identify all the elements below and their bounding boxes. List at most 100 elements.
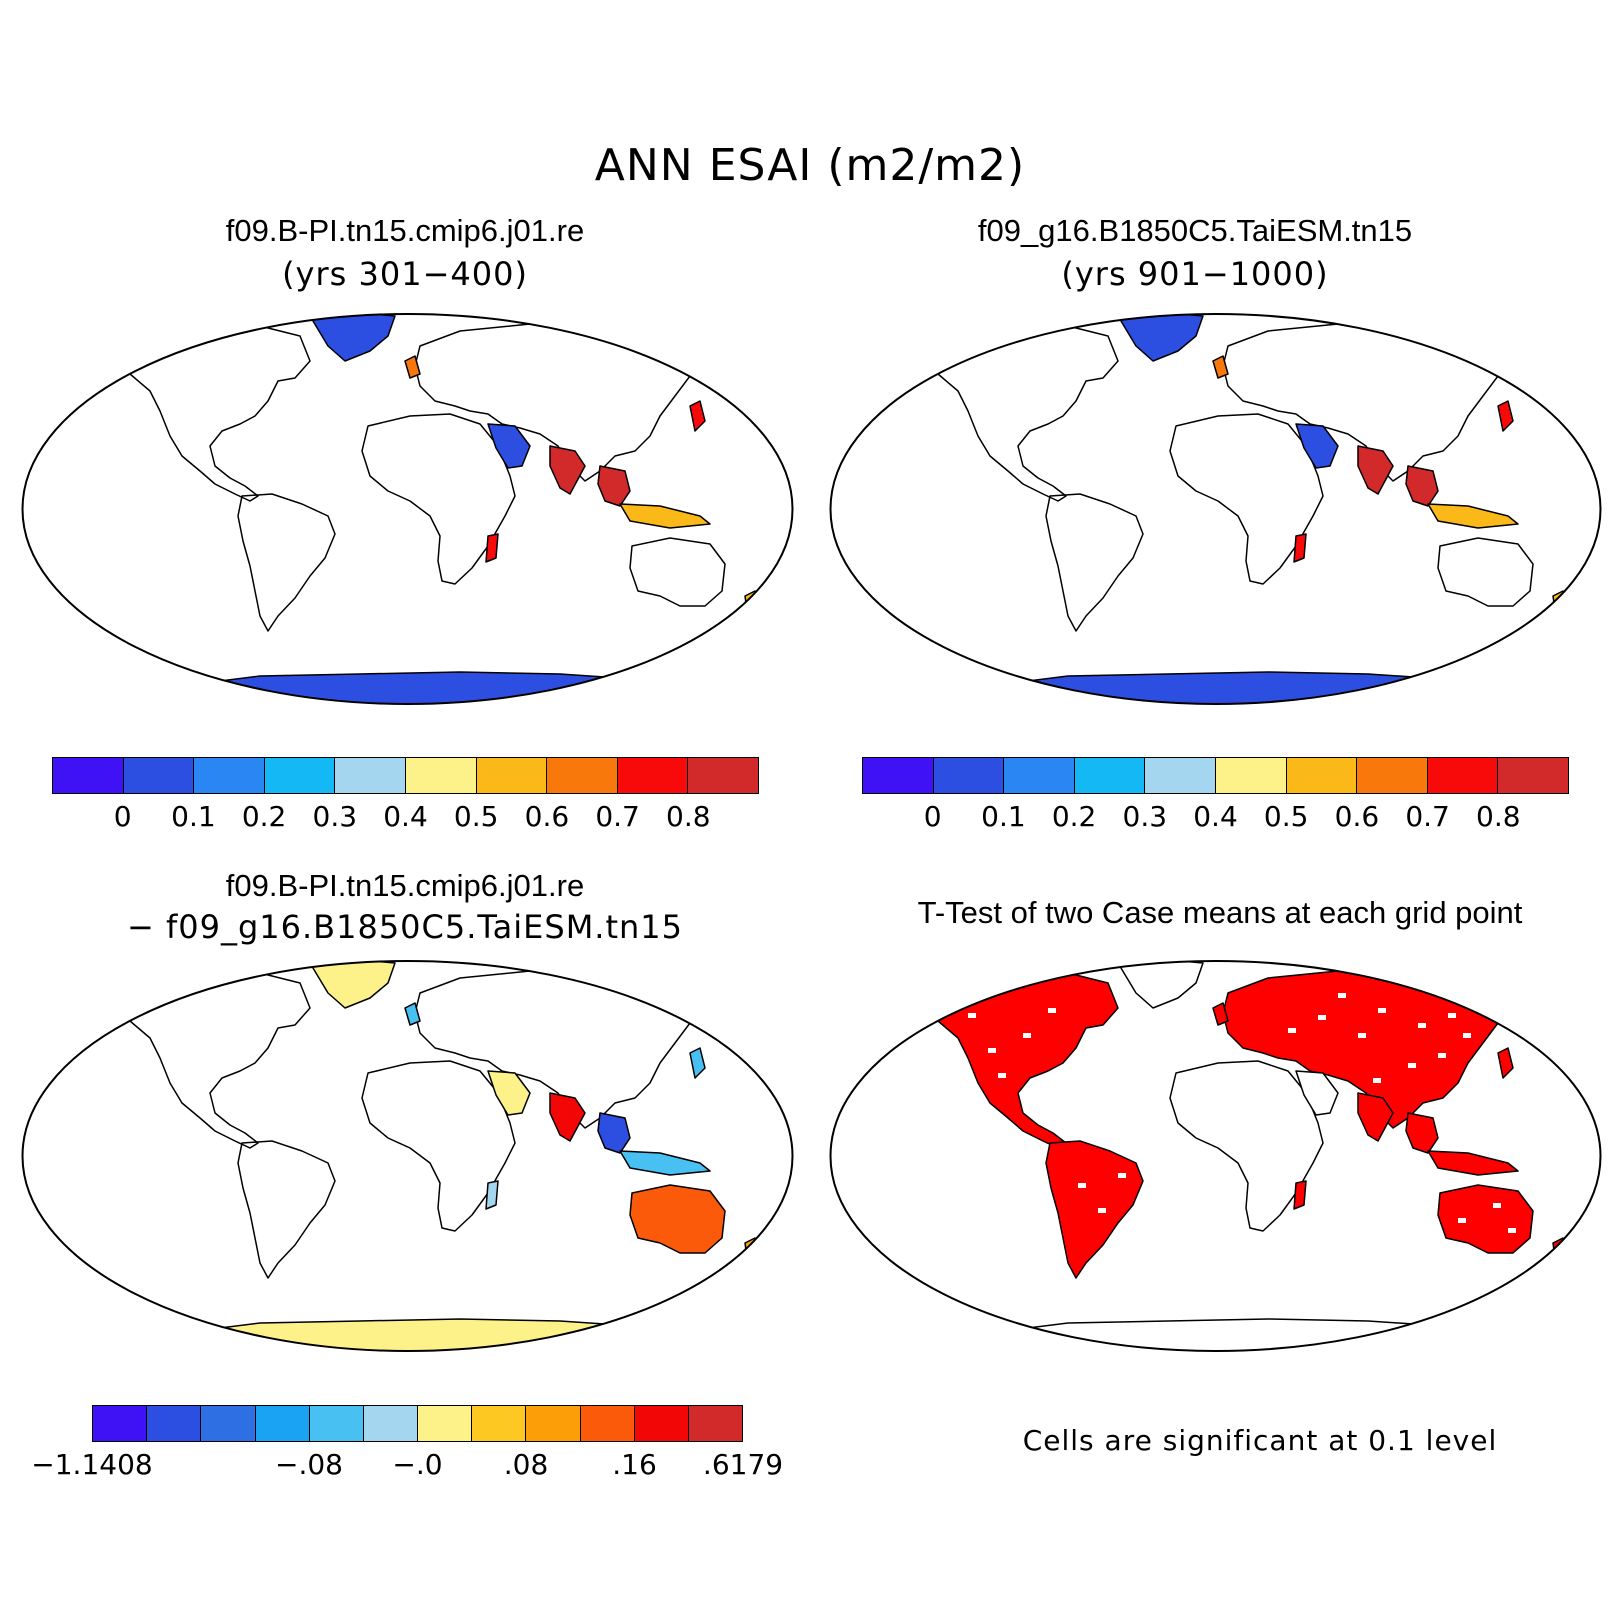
continent-south-america [237,493,336,632]
nonsignificant-cell [1318,1015,1326,1020]
map-panel-case2 [829,313,1602,705]
continent-greenland [309,961,396,1009]
nonsignificant-cell [968,1013,976,1018]
nonsignificant-cell [1493,1203,1501,1208]
colorbar-tick-label: .08 [503,1448,549,1481]
continent-se-asia [1405,465,1439,507]
continent-nz [1552,1237,1567,1266]
nonsignificant-cell [998,1073,1006,1078]
nonsignificant-cell [1338,993,1346,998]
panel4-title: T-Test of two Case means at each grid po… [917,895,1523,930]
map-land-group [895,961,1567,1351]
colorbar-swatch [194,758,265,793]
nonsignificant-cell [1288,1028,1296,1033]
nonsignificant-cell [1238,1143,1246,1148]
map-boundary [829,313,1602,705]
nonsignificant-cell [1418,1023,1426,1028]
colorbar-tick-label: 0 [113,800,132,833]
continent-north-america [87,972,311,1149]
continent-greenland [309,314,396,362]
continent-uk [404,1002,421,1026]
colorbar-tick-label: 0.6 [524,800,570,833]
panel3-subtitle: − f09_g16.B1850C5.TaiESM.tn15 [126,908,684,946]
nonsignificant-cell [1098,1208,1106,1213]
nonsignificant-cell [1438,1053,1446,1058]
continent-north-america [895,972,1119,1149]
colorbar-tick-label: 0.1 [981,800,1026,833]
colorbar-case1 [52,757,759,794]
continent-australia [629,537,726,607]
continent-japan [689,1047,706,1079]
continent-arabia [1295,423,1339,469]
continent-japan [689,400,706,432]
continent-south-america [1045,493,1144,632]
colorbar-swatch [363,1406,419,1441]
continent-arabia [487,423,531,469]
colorbar-swatch [309,1406,364,1441]
colorbar-swatch [335,758,406,793]
panel2-title: f09_g16.B1850C5.TaiESM.tn15 [977,213,1413,248]
colorbar-tick-label: 0.3 [1122,800,1168,833]
nonsignificant-cell [1023,1033,1031,1038]
map-land-group [87,961,759,1351]
continent-australia [1437,537,1534,607]
panel1-subtitle: (yrs 301−400) [282,255,528,293]
colorbar-swatch [123,758,195,793]
colorbar-swatch [201,1406,256,1441]
colorbar-tick-label: 0.6 [1334,800,1380,833]
colorbar-swatch [634,1406,689,1441]
continent-madagascar [1293,1180,1307,1210]
colorbar-tick-label: −.0 [392,1448,443,1481]
colorbar-tick-label: 0.5 [1263,800,1309,833]
nonsignificant-cell [1458,1218,1466,1223]
colorbar-swatch [1074,758,1146,793]
continent-nz [1552,590,1567,619]
figure-title: ANN ESAI (m2/m2) [594,140,1026,191]
continent-australia [1437,1184,1534,1254]
colorbar-swatch [1427,758,1499,793]
nonsignificant-cell [1358,1033,1366,1038]
colorbar-tick-label: 0.8 [1476,800,1521,833]
colorbar-case2 [862,757,1569,794]
colorbar-swatch [418,1406,473,1441]
colorbar-swatch [472,1406,527,1441]
continent-indonesia [619,1150,711,1176]
colorbar-tick-label: −1.1408 [31,1448,153,1481]
colorbar-tick-label: 0.7 [595,800,640,833]
nonsignificant-cell [1263,1168,1271,1173]
colorbar-tick-label: −.08 [275,1448,343,1481]
continent-africa [1169,1060,1324,1232]
nonsignificant-cell [1048,1008,1056,1013]
continent-uk [1212,355,1229,379]
continent-indonesia [619,503,711,529]
colorbar-swatch [1004,758,1075,793]
colorbar-tick-label: 0.2 [241,800,287,833]
continent-india [549,1092,586,1142]
continent-africa [361,1060,516,1232]
continent-uk [404,355,421,379]
colorbar-tick-label: 0.4 [383,800,428,833]
nonsignificant-cell [1508,1228,1516,1233]
colorbar-tick-label: 0.8 [666,800,711,833]
continent-madagascar [485,1180,499,1210]
continent-indonesia [1427,1150,1519,1176]
map-boundary [21,313,794,705]
colorbar-tick-label: 0.5 [453,800,499,833]
continent-greenland [1117,961,1204,1009]
panel1-title: f09.B-PI.tn15.cmip6.j01.re [225,213,585,248]
colorbar-case1-labels: 0 0.1 0.2 0.3 0.4 0.5 0.6 0.7 0.8 [52,800,759,836]
continent-arabia [1295,1070,1339,1116]
colorbar-swatch [526,1406,581,1441]
nonsignificant-cell [1408,1063,1416,1068]
colorbar-swatch [405,758,477,793]
continent-india [1357,1092,1394,1142]
continent-se-asia [1405,1112,1439,1154]
colorbar-tick-label: 0.3 [312,800,358,833]
colorbar-swatch [1145,758,1216,793]
colorbar-tick-label: 0.4 [1193,800,1238,833]
colorbar-swatch [1498,758,1568,793]
panel2-subtitle: (yrs 901−1000) [1061,255,1329,293]
significance-note: Cells are significant at 0.1 level [1022,1424,1498,1457]
map-land-group [87,314,759,704]
map-panel-case1 [21,313,794,705]
